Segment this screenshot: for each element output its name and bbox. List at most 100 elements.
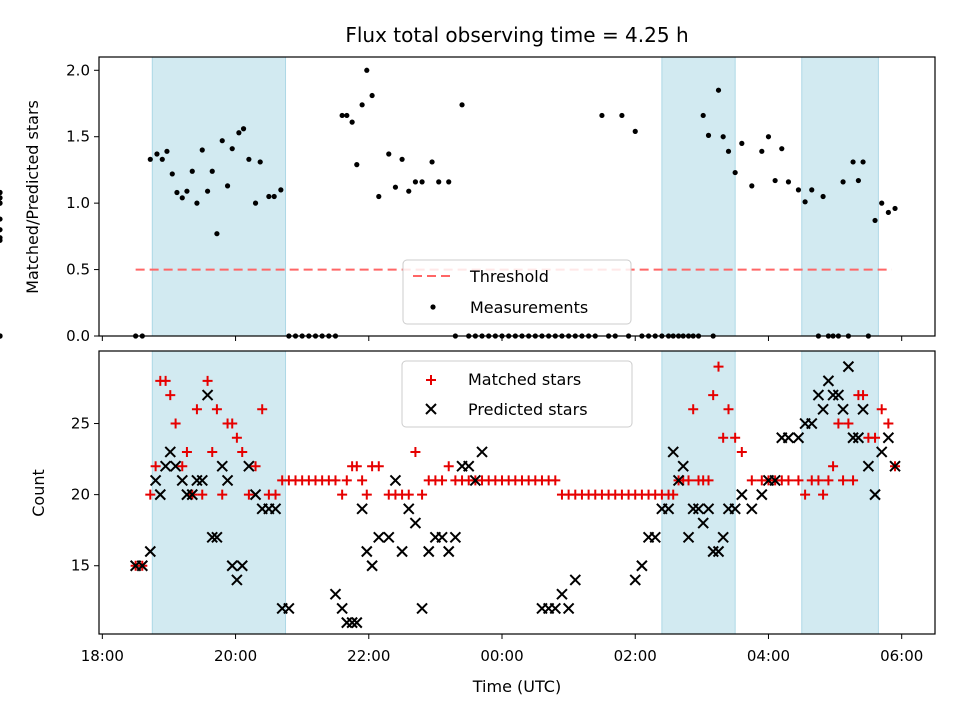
legend-box <box>401 360 633 428</box>
predicted-star-point <box>159 460 172 472</box>
x-axis-label: Time (UTC) <box>472 677 561 696</box>
measurement-point <box>194 200 200 206</box>
matched-star-point <box>736 446 747 457</box>
measurement-point <box>860 159 866 165</box>
matched-star-point <box>688 404 699 415</box>
matched-star-point <box>160 375 171 386</box>
matched-star-point <box>793 475 804 486</box>
measurement-point <box>184 188 190 194</box>
measurement-point <box>214 231 220 237</box>
predicted-star-point <box>206 531 218 544</box>
predicted-star-point <box>889 460 901 472</box>
predicted-star-point <box>269 503 282 515</box>
matched-star-point <box>257 404 268 415</box>
matched-star-point <box>870 432 881 443</box>
matched-star-point <box>813 475 824 486</box>
top-y-tick-label: 0.0 <box>66 327 90 345</box>
measurement-point <box>164 148 170 154</box>
measurement-point <box>419 179 425 185</box>
predicted-star-point <box>243 460 255 472</box>
measurement-point <box>619 112 625 119</box>
measurement-point <box>278 187 284 193</box>
matched-star-point <box>410 446 421 457</box>
bottom-y-tick-label: 15 <box>71 557 90 575</box>
x-tick-label: 06:00 <box>880 647 923 665</box>
legend-predicted-swatch <box>425 403 437 415</box>
matched-star-point <box>823 475 834 486</box>
matched-star-point <box>330 475 341 486</box>
bottom-y-tick-label: 20 <box>71 486 90 504</box>
measurement-point <box>386 151 392 157</box>
predicted-star-point <box>373 531 385 544</box>
x-tick-label: 04:00 <box>747 647 790 665</box>
predicted-star-point <box>556 588 568 600</box>
predicted-star-point <box>169 460 182 472</box>
measurement-point <box>349 119 355 125</box>
predicted-star-point <box>336 602 348 615</box>
measurement-point <box>795 187 802 193</box>
measurement-point <box>399 156 405 162</box>
matched-star-point <box>833 418 844 429</box>
predicted-star-point <box>812 389 825 401</box>
measurement-point <box>840 179 846 185</box>
measurement-point <box>0 216 3 222</box>
measurement-point <box>739 140 745 146</box>
matched-star-point <box>718 432 729 443</box>
measurement-point <box>0 235 3 241</box>
predicted-star-point <box>672 474 685 487</box>
measurement-point <box>436 179 442 185</box>
predicted-star-point <box>817 403 829 416</box>
predicted-star-point <box>569 574 581 586</box>
legend-measurements-swatch <box>430 304 436 310</box>
matched-star-point <box>197 489 208 500</box>
measurement-point <box>147 156 153 162</box>
measurement-point <box>392 184 399 190</box>
matched-star-point <box>231 432 242 443</box>
legend-label-predicted: Predicted stars <box>468 400 588 419</box>
measurement-point <box>359 102 365 108</box>
matched-star-point <box>351 461 362 472</box>
legend-label-measurements: Measurements <box>470 298 588 317</box>
top-y-axis-label: Matched/Predicted stars <box>23 100 42 294</box>
predicted-star-point <box>837 403 849 416</box>
top-legend: Threshold Measurements <box>402 259 632 325</box>
top-y-tick-label: 1.0 <box>66 194 90 212</box>
matched-star-point <box>207 446 218 457</box>
measurement-point <box>0 200 3 206</box>
predicted-star-point <box>462 460 475 472</box>
predicted-star-point <box>549 602 562 615</box>
matched-star-point <box>443 461 454 472</box>
matched-star-point <box>848 475 859 486</box>
predicted-star-point <box>712 545 725 558</box>
measurement-point <box>429 159 435 165</box>
measurement-point <box>219 138 225 144</box>
measurement-point <box>412 179 419 185</box>
predicted-star-point <box>211 531 223 544</box>
measurement-point <box>855 177 861 184</box>
measurement-point <box>240 126 247 132</box>
predicted-star-point <box>366 560 378 572</box>
top-y-tick-label: 1.5 <box>66 128 90 146</box>
predicted-star-point <box>389 474 402 487</box>
bottom-y-axis-label: Count <box>29 469 48 517</box>
measurement-point <box>169 171 175 177</box>
predicted-star-point <box>144 545 156 558</box>
predicted-star-point <box>469 474 482 487</box>
matched-star-point <box>730 432 741 443</box>
predicted-star-point <box>756 488 768 501</box>
predicted-star-point <box>351 616 363 629</box>
x-tick-label: 22:00 <box>347 647 390 665</box>
measurement-point <box>820 193 826 200</box>
measurement-point <box>0 227 3 233</box>
predicted-star-point <box>154 488 166 501</box>
matched-star-point <box>417 489 428 500</box>
predicted-star-point <box>857 403 869 416</box>
measurement-point <box>199 147 205 153</box>
matched-star-point <box>145 489 156 500</box>
predicted-star-point <box>842 360 855 373</box>
measurement-point <box>700 112 706 119</box>
measurement-point <box>459 102 465 108</box>
predicted-star-point <box>682 531 695 544</box>
